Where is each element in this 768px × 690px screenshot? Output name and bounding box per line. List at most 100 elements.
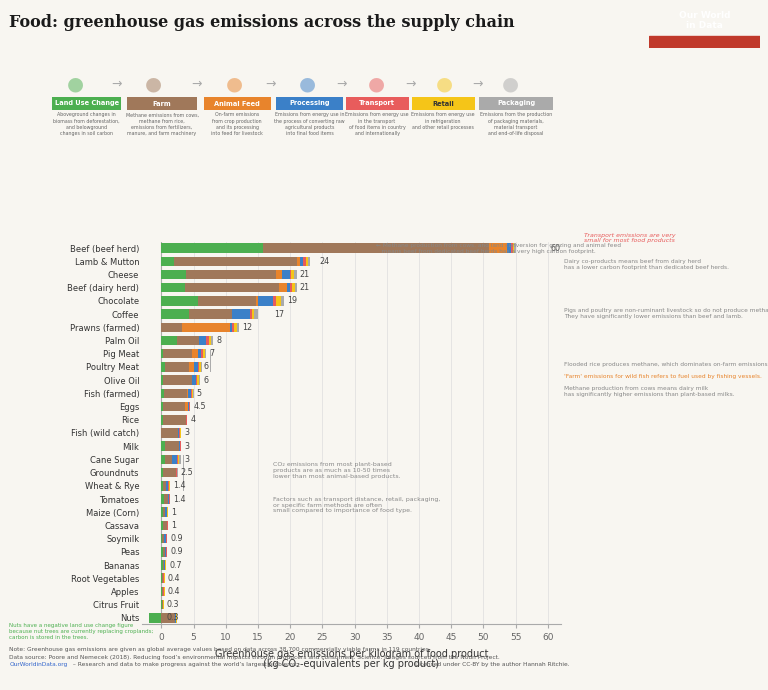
Text: 5: 5	[197, 389, 202, 398]
Bar	[276, 270, 283, 279]
Bar	[308, 257, 310, 266]
Bar	[164, 415, 186, 424]
Bar	[177, 336, 200, 345]
Text: ●: ●	[435, 75, 452, 94]
Text: Pigs and poultry are non-ruminant livestock so do not produce methane.
They have: Pigs and poultry are non-ruminant livest…	[564, 308, 768, 319]
Bar	[252, 309, 254, 319]
Bar	[161, 388, 164, 398]
Bar	[303, 257, 306, 266]
Bar	[283, 270, 290, 279]
Bar	[165, 507, 167, 517]
Bar	[161, 455, 164, 464]
Bar	[292, 283, 295, 293]
Text: Greenhouse gas emissions per kilogram of food product: Greenhouse gas emissions per kilogram of…	[214, 649, 488, 660]
Bar	[161, 415, 164, 424]
Bar	[182, 323, 230, 332]
Bar	[161, 270, 186, 279]
Text: 4.5: 4.5	[194, 402, 207, 411]
Text: Farm: Farm	[153, 101, 171, 106]
Text: 0.3: 0.3	[167, 613, 179, 622]
Bar	[161, 442, 165, 451]
Text: 2.5: 2.5	[180, 468, 194, 477]
Bar	[237, 323, 239, 332]
Text: →: →	[265, 78, 276, 90]
Text: ●: ●	[226, 75, 243, 94]
Text: CO₂ emissions from most plant-based
products are as much as 10-50 times
lower th: CO₂ emissions from most plant-based prod…	[273, 462, 400, 479]
Bar	[200, 362, 202, 372]
Bar	[148, 613, 161, 622]
Text: Transport: Transport	[359, 101, 395, 106]
Text: Food: greenhouse gas emissions across the supply chain: Food: greenhouse gas emissions across th…	[9, 14, 515, 31]
Bar	[198, 349, 201, 359]
Text: 0.7: 0.7	[169, 560, 182, 569]
Text: 0.9: 0.9	[170, 534, 183, 543]
Bar	[161, 349, 164, 359]
Bar	[161, 468, 163, 477]
Bar	[172, 455, 177, 464]
Bar	[199, 375, 200, 385]
Bar	[296, 257, 300, 266]
Text: Processing: Processing	[290, 101, 329, 106]
Text: Land Use Change: Land Use Change	[55, 101, 119, 106]
Bar	[161, 375, 163, 385]
Bar	[306, 257, 308, 266]
Bar	[161, 283, 184, 293]
Bar	[194, 362, 198, 372]
Bar	[189, 309, 232, 319]
Text: Our World
in Data: Our World in Data	[679, 11, 730, 30]
Bar	[164, 494, 168, 504]
Bar	[280, 283, 287, 293]
Bar	[287, 283, 290, 293]
Text: 0.4: 0.4	[167, 587, 180, 596]
Bar	[161, 521, 164, 530]
Bar	[161, 296, 198, 306]
Text: 3: 3	[184, 455, 189, 464]
Bar	[488, 244, 507, 253]
Bar	[198, 296, 256, 306]
Text: Packaging: Packaging	[497, 101, 535, 106]
Bar	[254, 309, 258, 319]
Bar	[203, 349, 204, 359]
Bar	[161, 257, 174, 266]
Bar	[174, 257, 296, 266]
Text: 1.4: 1.4	[174, 495, 186, 504]
Bar	[177, 455, 178, 464]
Bar	[164, 455, 172, 464]
Bar	[179, 455, 180, 464]
Text: Emissions from energy use
in refrigeration
and other retail processes: Emissions from energy use in refrigerati…	[412, 112, 475, 130]
Bar	[161, 613, 175, 622]
Text: 0.9: 0.9	[170, 547, 183, 556]
Bar	[163, 402, 185, 411]
Text: Aboveground changes in
biomass from deforestation,
and belowground
changes in so: Aboveground changes in biomass from defo…	[54, 112, 120, 136]
Text: 0.3: 0.3	[167, 600, 179, 609]
Bar	[291, 270, 294, 279]
Bar	[162, 534, 164, 543]
Bar	[163, 560, 164, 570]
Bar	[161, 309, 189, 319]
Text: 1.4: 1.4	[174, 482, 186, 491]
Text: Nuts have a negative land use change figure
because nut trees are currently repl: Nuts have a negative land use change fig…	[9, 623, 154, 640]
Bar	[163, 481, 166, 491]
Text: OurWorldinData.org: OurWorldinData.org	[9, 662, 68, 667]
Bar	[161, 494, 164, 504]
Text: 12: 12	[242, 323, 252, 332]
Text: ●: ●	[67, 75, 84, 94]
Bar	[276, 296, 280, 306]
Text: ●: ●	[299, 75, 316, 94]
Text: 19: 19	[287, 297, 297, 306]
Text: →: →	[405, 78, 415, 90]
Text: (kg CO₂-equivalents per kg product): (kg CO₂-equivalents per kg product)	[263, 659, 439, 669]
Bar	[161, 244, 263, 253]
Bar	[232, 323, 233, 332]
Text: 1: 1	[171, 521, 176, 530]
Bar	[256, 296, 258, 306]
Bar	[198, 362, 200, 372]
Bar	[300, 257, 303, 266]
Bar	[163, 375, 192, 385]
Text: →: →	[336, 78, 347, 90]
Text: 3: 3	[184, 442, 189, 451]
Bar	[161, 507, 163, 517]
Bar	[189, 362, 194, 372]
Bar	[187, 388, 188, 398]
Text: Emissions from the production
of packaging materials,
material transport
and end: Emissions from the production of packagi…	[480, 112, 552, 136]
